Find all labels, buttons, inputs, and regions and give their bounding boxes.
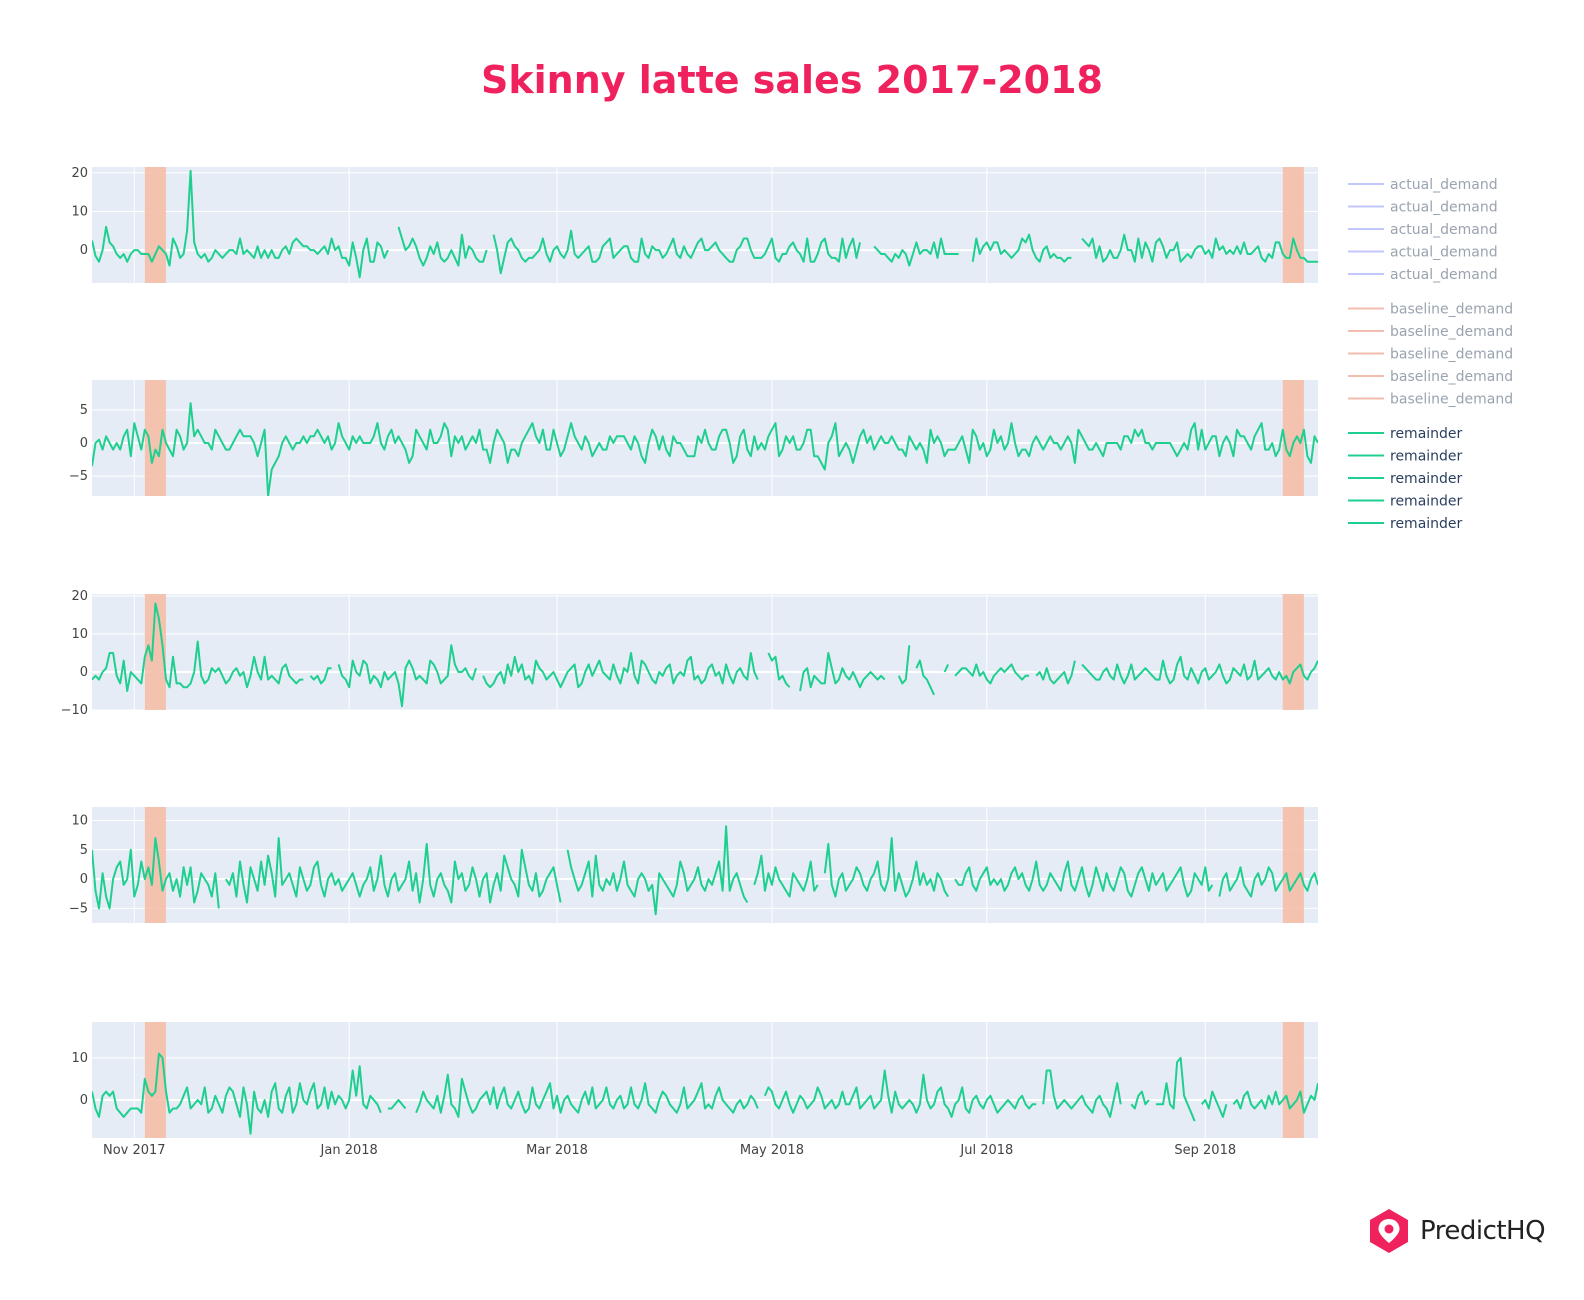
legend-label: actual_demand bbox=[1390, 267, 1498, 283]
series-line-remainder bbox=[92, 169, 1318, 279]
y-tick-label: 10 bbox=[71, 813, 88, 828]
panel-5: 10 0 bbox=[71, 1022, 1318, 1138]
legend-item-remainder[interactable]: remainder bbox=[1348, 494, 1463, 510]
predicthq-logo: PredictHQ bbox=[1368, 1208, 1546, 1254]
y-tick-label: 5 bbox=[80, 843, 88, 858]
panel-1: 20 10 0 bbox=[71, 166, 1318, 283]
chart-title: Skinny latte sales 2017-2018 bbox=[481, 58, 1103, 102]
legend-label: actual_demand bbox=[1390, 222, 1498, 238]
y-tick-label: −5 bbox=[69, 901, 88, 916]
legend-item-remainder[interactable]: remainder bbox=[1348, 449, 1463, 465]
legend-item-actual-demand[interactable]: actual_demand bbox=[1348, 200, 1498, 216]
series-line-remainder bbox=[92, 825, 1318, 916]
event-highlight bbox=[144, 807, 166, 923]
y-tick-label: 20 bbox=[71, 166, 88, 181]
legend-label: remainder bbox=[1390, 494, 1463, 510]
x-tick-label: Mar 2018 bbox=[526, 1143, 588, 1158]
legend-item-actual-demand[interactable]: actual_demand bbox=[1348, 267, 1498, 283]
event-highlight bbox=[144, 167, 166, 283]
y-tick-label: −5 bbox=[69, 469, 88, 484]
panel-3: 20 10 0 −10 bbox=[61, 589, 1318, 718]
series-line-remainder bbox=[92, 1052, 1318, 1135]
y-tick-label: 10 bbox=[71, 1051, 88, 1066]
event-highlight bbox=[1282, 807, 1304, 923]
event-highlight bbox=[144, 380, 166, 496]
y-tick-label: 5 bbox=[80, 403, 88, 418]
legend-label: baseline_demand bbox=[1390, 347, 1513, 363]
legend-label: baseline_demand bbox=[1390, 302, 1513, 318]
plot-area bbox=[92, 1022, 1318, 1138]
event-highlight bbox=[1282, 380, 1304, 496]
legend-label: remainder bbox=[1390, 449, 1463, 465]
x-tick-label: Jul 2018 bbox=[959, 1143, 1013, 1158]
legend-label: actual_demand bbox=[1390, 177, 1498, 193]
y-tick-label: 10 bbox=[71, 627, 88, 642]
legend-item-actual-demand[interactable]: actual_demand bbox=[1348, 245, 1498, 261]
event-highlight bbox=[144, 594, 166, 710]
legend-label: baseline_demand bbox=[1390, 392, 1513, 408]
x-tick-label: May 2018 bbox=[740, 1143, 804, 1158]
legend-item-baseline-demand[interactable]: baseline_demand bbox=[1348, 347, 1513, 363]
plot-area bbox=[92, 167, 1318, 283]
x-tick-label: Sep 2018 bbox=[1174, 1143, 1236, 1158]
y-tick-label: 10 bbox=[71, 204, 88, 219]
panel-2: 5 0 −5 bbox=[69, 380, 1318, 496]
series-line-remainder bbox=[92, 402, 1318, 496]
legend-label: remainder bbox=[1390, 471, 1463, 487]
event-highlight bbox=[144, 1022, 166, 1138]
plot-area bbox=[92, 807, 1318, 923]
legend-label: actual_demand bbox=[1390, 245, 1498, 261]
panel-4: 10 5 0 −5 bbox=[69, 807, 1318, 923]
y-tick-label: 0 bbox=[80, 1093, 88, 1108]
y-tick-label: 0 bbox=[80, 436, 88, 451]
legend-item-remainder[interactable]: remainder bbox=[1348, 426, 1463, 442]
series-line-remainder bbox=[92, 602, 1318, 708]
y-tick-label: 20 bbox=[71, 589, 88, 604]
legend-label: baseline_demand bbox=[1390, 369, 1513, 385]
legend-item-baseline-demand[interactable]: baseline_demand bbox=[1348, 369, 1513, 385]
legend-item-remainder[interactable]: remainder bbox=[1348, 516, 1463, 532]
legend-label: remainder bbox=[1390, 516, 1463, 532]
event-highlight bbox=[1282, 167, 1304, 283]
y-tick-label: −10 bbox=[61, 703, 88, 718]
event-highlight bbox=[1282, 594, 1304, 710]
x-tick-label: Nov 2017 bbox=[103, 1143, 166, 1158]
legend-item-baseline-demand[interactable]: baseline_demand bbox=[1348, 302, 1513, 318]
plot-area bbox=[92, 594, 1318, 710]
legend-label: remainder bbox=[1390, 426, 1463, 442]
y-tick-label: 0 bbox=[80, 872, 88, 887]
event-highlight bbox=[1282, 1022, 1304, 1138]
y-tick-label: 0 bbox=[80, 665, 88, 680]
legend-item-remainder[interactable]: remainder bbox=[1348, 471, 1463, 487]
legend-item-baseline-demand[interactable]: baseline_demand bbox=[1348, 324, 1513, 340]
legend-item-actual-demand[interactable]: actual_demand bbox=[1348, 177, 1498, 193]
predicthq-logo-icon bbox=[1370, 1209, 1408, 1253]
plot-area bbox=[92, 380, 1318, 496]
legend-item-actual-demand[interactable]: actual_demand bbox=[1348, 222, 1498, 238]
legend-label: baseline_demand bbox=[1390, 324, 1513, 340]
legend-label: actual_demand bbox=[1390, 200, 1498, 216]
y-tick-label: 0 bbox=[80, 243, 88, 258]
legend-item-baseline-demand[interactable]: baseline_demand bbox=[1348, 392, 1513, 408]
predicthq-logo-text: PredictHQ bbox=[1420, 1216, 1546, 1246]
x-tick-label: Jan 2018 bbox=[320, 1143, 378, 1158]
